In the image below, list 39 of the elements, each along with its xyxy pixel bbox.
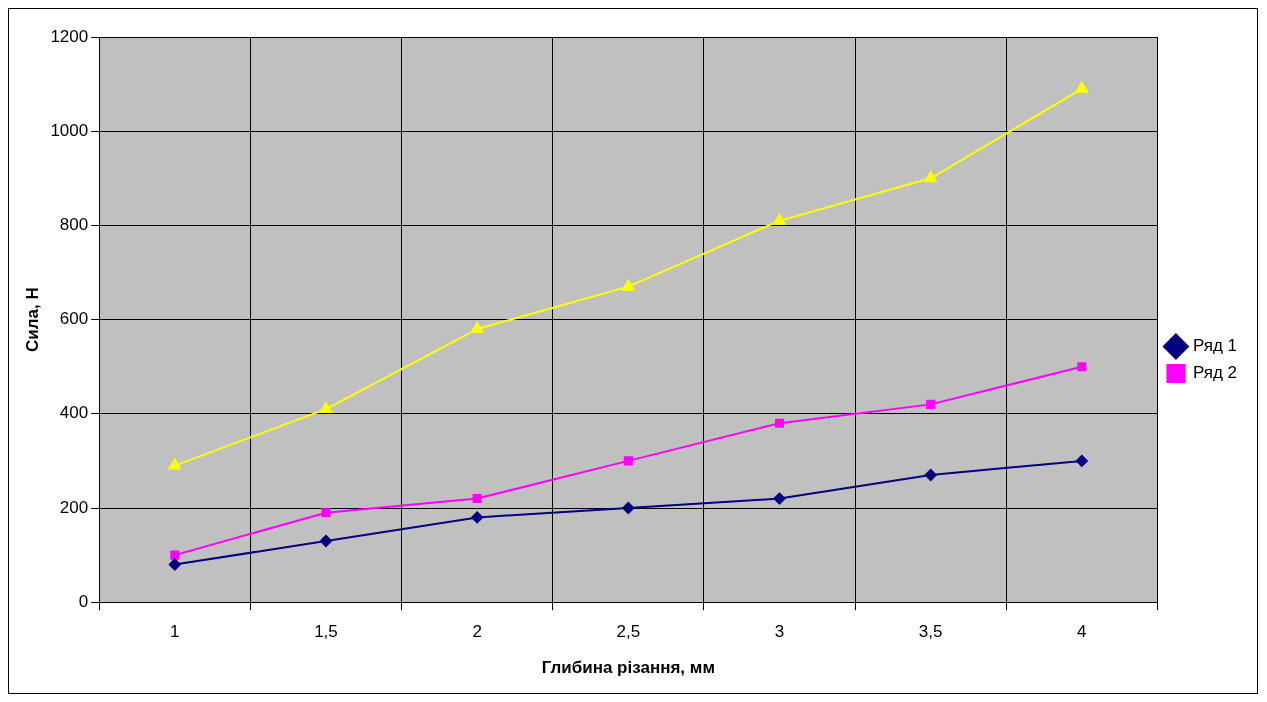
- y-tick-label: 200: [59, 497, 89, 517]
- x-tick-label: 2: [472, 622, 482, 642]
- point: [470, 322, 484, 334]
- point: [623, 456, 633, 466]
- point: [1075, 81, 1089, 93]
- point: [924, 469, 937, 482]
- point: [773, 492, 786, 505]
- x-tick-label: 3,5: [918, 622, 943, 642]
- legend-label: Ряд 2: [1192, 363, 1237, 383]
- point: [170, 550, 180, 560]
- point: [926, 399, 936, 409]
- point: [774, 418, 785, 428]
- point: [471, 511, 484, 524]
- y-tick-label: 400: [59, 403, 89, 423]
- x-tick-label: 4: [1077, 622, 1087, 642]
- point: [168, 458, 181, 470]
- y-tick-label: 1000: [50, 120, 89, 140]
- point: [622, 279, 635, 291]
- point: [319, 402, 333, 414]
- x-tick-label: 2,5: [616, 622, 641, 642]
- point: [773, 213, 786, 225]
- point: [924, 171, 937, 183]
- point: [1077, 362, 1087, 372]
- point: [472, 494, 482, 504]
- y-tick-label: 0: [78, 591, 89, 611]
- x-tick-label: 3: [774, 622, 785, 642]
- y-tick-label: 800: [59, 215, 89, 235]
- y-axis-title: Сила, Н: [22, 287, 42, 352]
- point: [168, 558, 181, 571]
- point: [622, 502, 635, 514]
- y-tick-label: 1200: [50, 26, 89, 46]
- x-axis-title: Глибина різання, мм: [541, 658, 715, 678]
- x-tick-label: 1,5: [314, 622, 338, 642]
- legend-label: Ряд 1: [1192, 336, 1237, 356]
- y-tick-label: 600: [59, 309, 89, 329]
- point: [1075, 454, 1088, 467]
- point: [321, 508, 331, 518]
- point: [319, 534, 332, 547]
- x-tick-label: 1: [170, 622, 180, 642]
